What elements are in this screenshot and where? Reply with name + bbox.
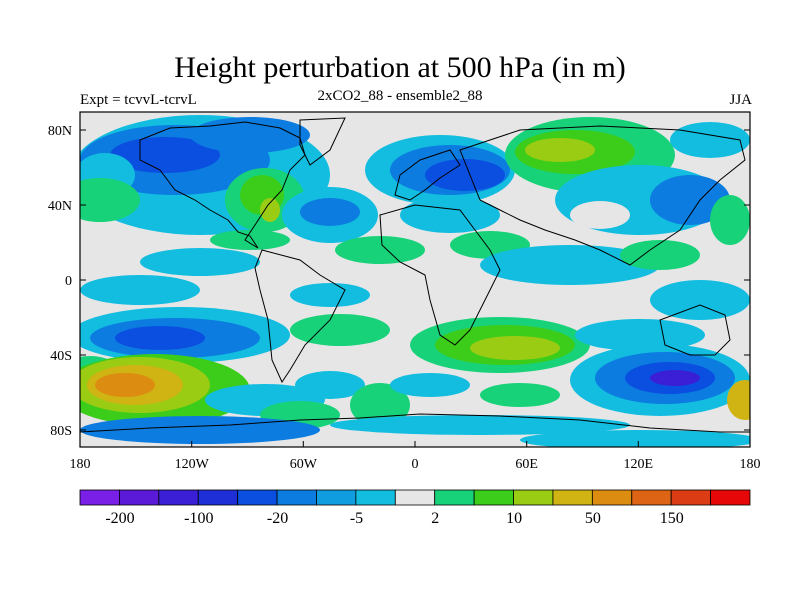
colorbar-cell (434, 489, 475, 506)
field-region (650, 175, 730, 225)
colorbar-label: 50 (585, 510, 601, 527)
colorbar-cell (276, 489, 317, 506)
colorbar-cell (237, 489, 278, 506)
colorbar-label: 150 (660, 510, 684, 527)
coastline-greenland (299, 117, 346, 166)
field-region (290, 283, 370, 307)
colorbar-label: -200 (105, 510, 134, 527)
colorbar-cell (552, 489, 593, 506)
coastlines (80, 117, 750, 433)
colorbar-cell (355, 489, 396, 506)
lat-label: 80S (50, 424, 72, 439)
colorbar-label: 2 (431, 510, 439, 527)
colorbar-cell (316, 489, 357, 506)
field-region (140, 248, 260, 276)
field-region (480, 383, 560, 407)
field-region (650, 280, 750, 320)
field-region (335, 236, 425, 264)
colorbar-cell (631, 489, 672, 506)
lat-label: 40N (48, 199, 72, 214)
field-region (80, 275, 200, 305)
lat-label: 0 (65, 274, 72, 289)
field-region (110, 137, 220, 173)
field-region (520, 430, 750, 447)
colorbar-label: -20 (267, 510, 288, 527)
lon-label: 120W (175, 457, 210, 472)
field-region (620, 240, 700, 270)
field-region (95, 373, 155, 397)
map-title: Height perturbation at 500 hPa (in m) (174, 51, 626, 84)
field-region (300, 198, 360, 226)
field-region (115, 326, 205, 350)
colorbar-labels: -200 -100 -20 -5 2 10 50 150 (105, 510, 683, 527)
lon-label: 180 (740, 457, 761, 472)
contour-field (80, 112, 750, 447)
field-region (260, 198, 280, 222)
field-region (80, 178, 140, 222)
field-region (670, 122, 750, 158)
colorbar-cell (158, 489, 199, 506)
lat-axis: 80N 40N 0 40S 80S (48, 124, 750, 439)
field-region (470, 336, 560, 360)
coastline-australia (659, 304, 731, 356)
lon-label: 60E (515, 457, 538, 472)
lon-axis: 180 120W 60W 0 60E 120E 180 (70, 441, 761, 472)
field-region (190, 117, 310, 153)
field-region (575, 319, 705, 351)
field-region (425, 159, 505, 191)
colorbar-label: -100 (184, 510, 213, 527)
coastline-africa (379, 204, 501, 346)
field-region (390, 373, 470, 397)
colorbar-cell (197, 489, 239, 506)
colorbar-label: 10 (506, 510, 522, 527)
field-region (710, 195, 750, 245)
lon-label: 120E (624, 457, 654, 472)
field-region (727, 380, 750, 420)
colorbar-cell (591, 489, 633, 506)
colorbar-cell (513, 489, 554, 506)
colorbar-cell (394, 489, 436, 506)
colorbar-cell (473, 489, 514, 506)
field-region (290, 314, 390, 346)
colorbar-cell (119, 489, 160, 506)
season-label: JJA (729, 92, 752, 108)
field-region (210, 230, 290, 250)
coastline-north-america (139, 121, 306, 249)
field-region (330, 415, 630, 435)
field-region (525, 138, 595, 162)
field-region (650, 370, 700, 386)
ensemble-label: 2xCO2_88 - ensemble2_88 (317, 88, 483, 104)
lon-label: 60W (290, 457, 318, 472)
coastline-europe (394, 149, 461, 201)
colorbar (79, 489, 751, 506)
colorbar-cell (710, 489, 751, 506)
field-region (480, 245, 660, 285)
lat-label: 40S (50, 349, 72, 364)
lat-label: 80N (48, 124, 72, 139)
lon-label: 0 (412, 457, 419, 472)
colorbar-cell (670, 489, 711, 506)
colorbar-label: -5 (350, 510, 363, 527)
coastline-south-america (254, 249, 346, 384)
coastline-asia (459, 125, 746, 266)
field-region (295, 371, 365, 399)
coastline-antarctica (80, 413, 750, 433)
lon-label: 180 (70, 457, 91, 472)
colorbar-cell (79, 489, 120, 506)
experiment-label: Expt = tcvvL-tcrvL (80, 92, 197, 108)
field-region (570, 201, 630, 229)
